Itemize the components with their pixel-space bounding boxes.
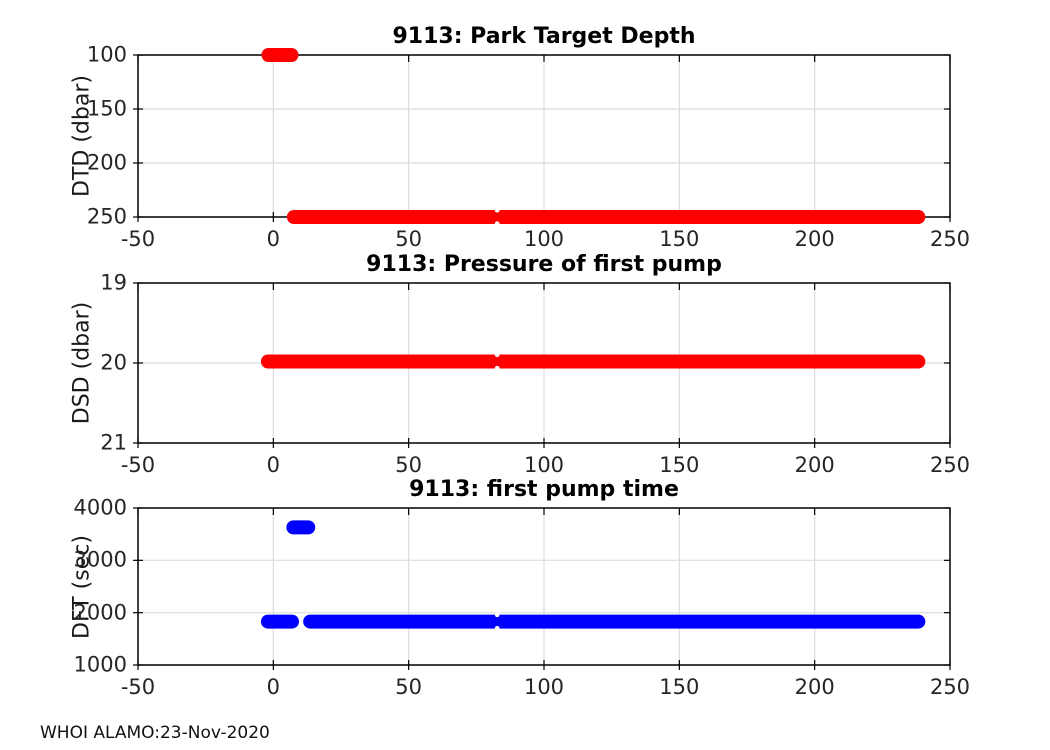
subplot1-title: 9113: Park Target Depth — [392, 24, 696, 49]
subplot1-ylabel: DTD (dbar) — [69, 75, 95, 197]
y-tick-label-sp1-250: 250 — [86, 204, 127, 229]
x-tick-label-sp2-50: 50 — [395, 453, 423, 477]
x-tick-label-sp1-250: 250 — [929, 227, 971, 251]
series-gap-notch — [494, 612, 500, 618]
x-tick-label-sp3--50: -50 — [120, 675, 156, 699]
x-tick-label-sp3-250: 250 — [929, 675, 971, 699]
series-gap-notch — [494, 365, 500, 371]
x-tick-label-sp1-100: 100 — [523, 227, 565, 251]
y-tick-label-sp2-20: 20 — [100, 350, 127, 375]
y-tick-label-sp3-2000: 2000 — [73, 600, 127, 625]
x-tick-label-sp2-100: 100 — [523, 453, 565, 477]
x-tick-label-sp2--50: -50 — [120, 453, 156, 477]
x-tick-label-sp1-150: 150 — [659, 227, 700, 251]
y-tick-label-sp3-3000: 3000 — [73, 547, 127, 572]
series-gap-notch — [494, 625, 500, 631]
x-tick-label-sp1-0: 0 — [266, 227, 281, 251]
y-tick-label-sp1-150: 150 — [86, 96, 127, 121]
subplot3-title: 9113: first pump time — [409, 477, 679, 502]
axes-box-subplot2 — [137, 282, 951, 444]
y-tick-label-sp3-1000: 1000 — [73, 652, 127, 677]
x-tick-label-sp3-200: 200 — [794, 675, 835, 699]
series-gap-notch — [494, 221, 500, 227]
x-tick-label-sp3-50: 50 — [395, 675, 423, 699]
y-tick-label-sp1-200: 200 — [86, 150, 127, 175]
axes-box-subplot3 — [137, 507, 951, 666]
x-tick-label-sp2-150: 150 — [659, 453, 700, 477]
x-tick-label-sp2-0: 0 — [266, 453, 281, 477]
y-tick-label-sp1-100: 100 — [86, 42, 127, 67]
subplot2-title: 9113: Pressure of first pump — [366, 252, 722, 277]
series-gap-notch — [494, 352, 500, 358]
x-tick-label-sp3-0: 0 — [266, 675, 281, 699]
y-tick-label-sp3-4000: 4000 — [73, 495, 127, 520]
y-tick-label-sp2-21: 21 — [100, 430, 127, 455]
x-tick-label-sp1--50: -50 — [120, 227, 156, 251]
x-tick-label-sp2-250: 250 — [929, 453, 971, 477]
x-tick-label-sp2-200: 200 — [794, 453, 835, 477]
x-tick-label-sp1-50: 50 — [395, 227, 423, 251]
figure-footer: WHOI ALAMO:23-Nov-2020 — [40, 723, 270, 743]
x-tick-label-sp3-100: 100 — [523, 675, 565, 699]
x-tick-label-sp1-200: 200 — [794, 227, 835, 251]
series-gap-notch — [494, 207, 500, 213]
x-tick-label-sp3-150: 150 — [659, 675, 700, 699]
y-tick-label-sp2-19: 19 — [100, 270, 127, 295]
